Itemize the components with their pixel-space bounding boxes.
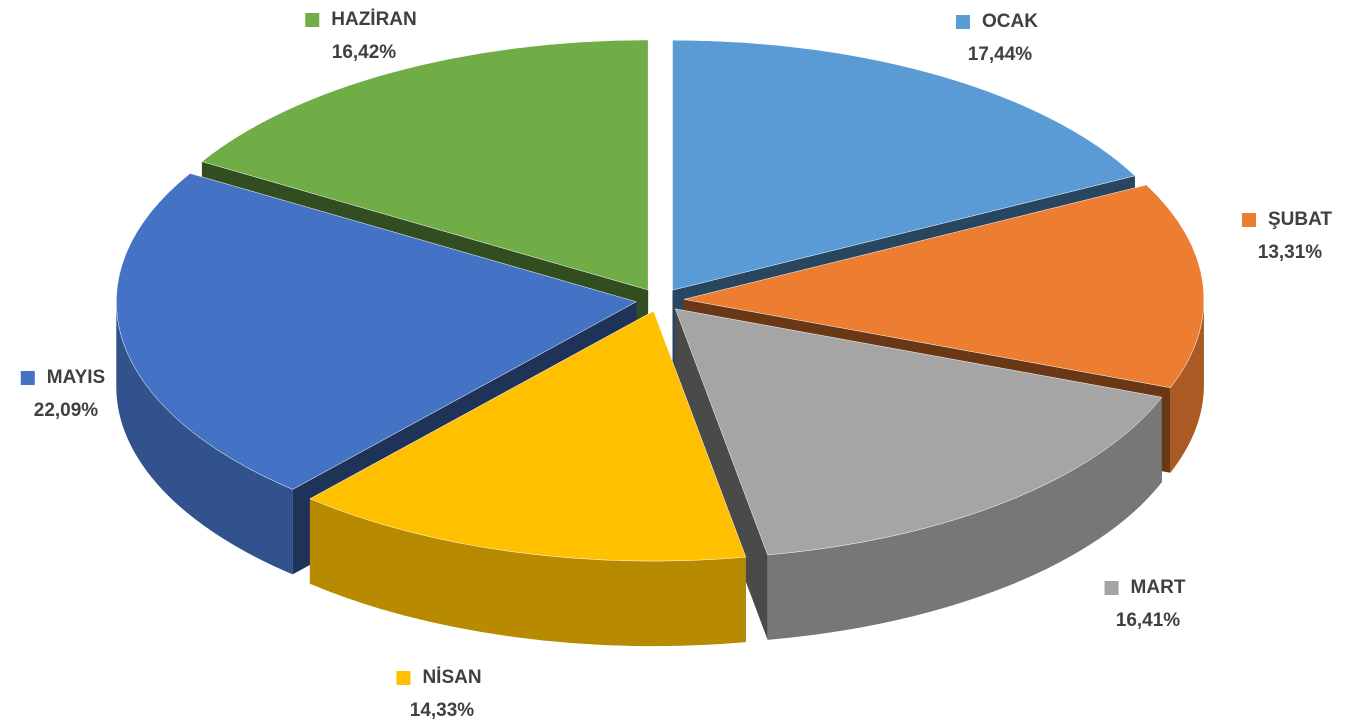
legend-label: MAYIS	[47, 367, 105, 388]
data-label: 16,41%	[1116, 610, 1181, 631]
legend-label: NİSAN	[422, 667, 481, 688]
legend-swatch	[1241, 213, 1256, 227]
legend-swatch	[956, 15, 971, 29]
legend-label: OCAK	[982, 11, 1038, 32]
slice	[116, 173, 637, 490]
slice	[672, 39, 1136, 291]
data-label: 13,31%	[1258, 242, 1323, 263]
legend-label: HAZİRAN	[331, 9, 417, 30]
slice-side	[116, 301, 293, 575]
slice	[683, 184, 1205, 388]
legend-swatch	[305, 13, 320, 27]
data-label: 14,33%	[410, 700, 475, 721]
slice-side	[767, 397, 1162, 640]
data-label: 22,09%	[34, 400, 99, 421]
slice-side	[309, 498, 746, 647]
slice	[674, 308, 1163, 556]
legend-label: ŞUBAT	[1268, 209, 1332, 230]
pie-tops	[116, 39, 1205, 562]
slice-side	[1170, 299, 1204, 473]
legend-label: MART	[1131, 577, 1186, 598]
slice	[201, 39, 649, 291]
legend-swatch	[1104, 581, 1119, 595]
data-label: 17,44%	[968, 44, 1033, 65]
data-label: 16,42%	[332, 42, 397, 63]
legend-swatch	[396, 671, 411, 685]
slice	[309, 310, 747, 562]
legend-swatch	[20, 371, 35, 385]
